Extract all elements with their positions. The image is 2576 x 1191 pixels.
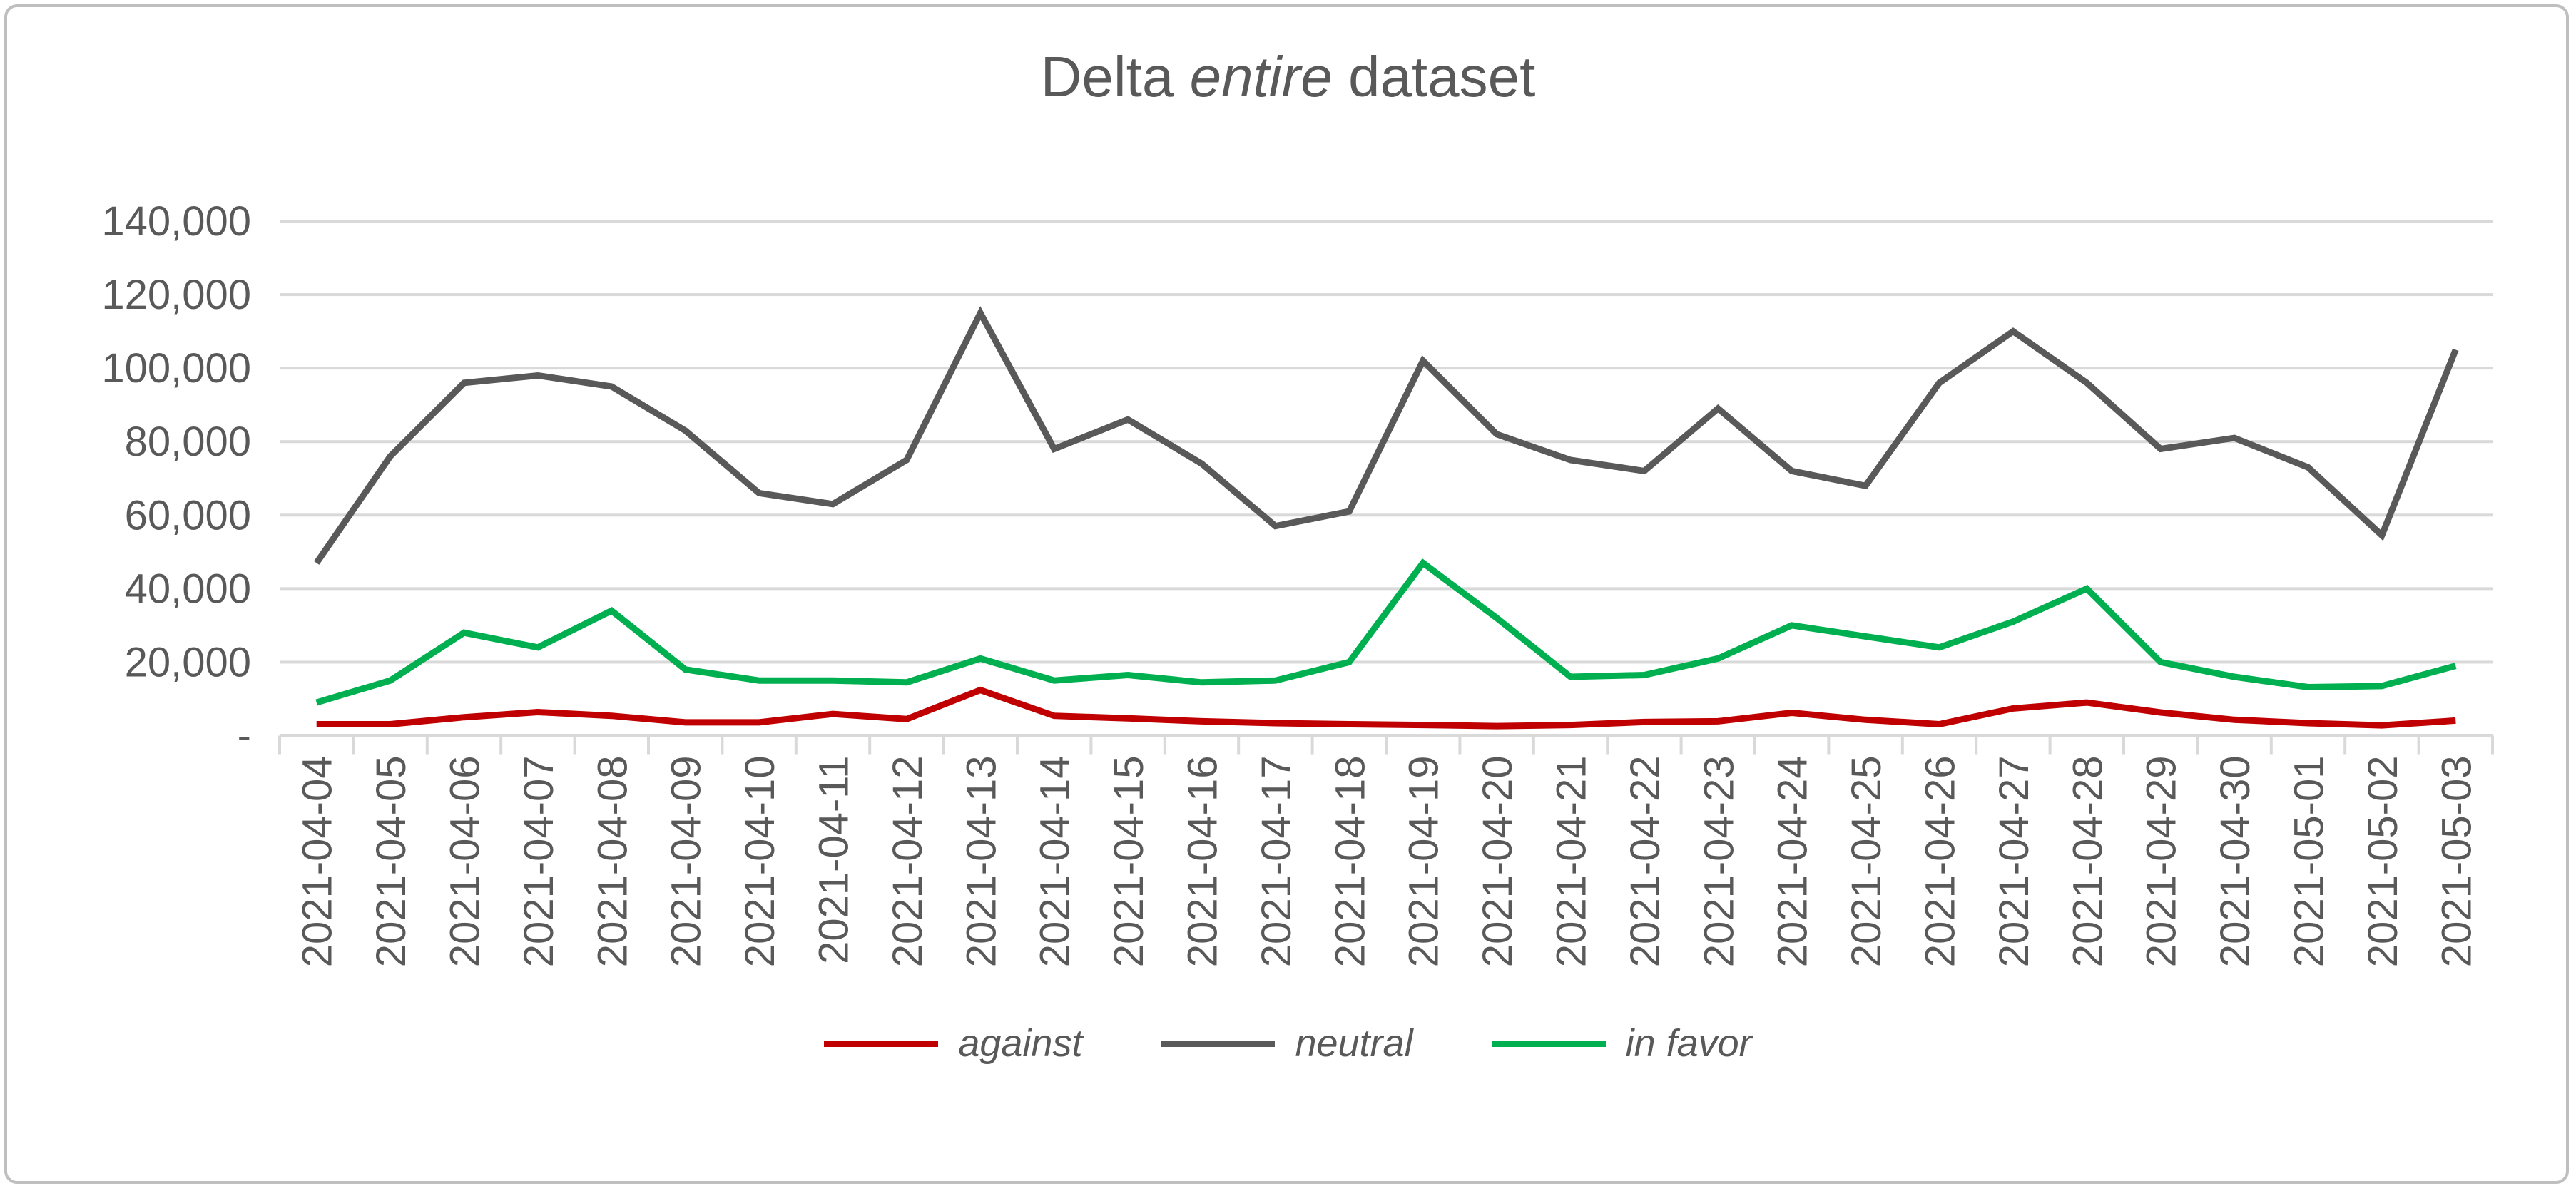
x-axis-tick-label: 2021-04-09: [663, 756, 710, 968]
x-axis-tick: [1016, 735, 1019, 755]
chart-legend: against neutral in favor: [0, 1021, 2576, 1065]
x-axis-tick-label: 2021-04-18: [1327, 756, 1373, 968]
x-axis-tick-label: 2021-04-24: [1770, 756, 1816, 968]
x-axis-tick: [1753, 735, 1756, 755]
x-axis-tick: [1385, 735, 1388, 755]
y-axis-tick-label: 100,000: [101, 345, 251, 392]
x-axis-tick: [1827, 735, 1831, 755]
legend-item-neutral[interactable]: neutral: [1161, 1021, 1413, 1065]
gridline: [280, 293, 2493, 297]
x-axis-tick-label: 2021-04-20: [1475, 756, 1521, 968]
legend-line-swatch: [1161, 1040, 1276, 1047]
figure-border: [4, 4, 2569, 1184]
x-axis-tick: [1975, 735, 1978, 755]
gridline: [280, 587, 2493, 591]
legend-label: against: [958, 1022, 1083, 1065]
x-axis-tick-label: 2021-04-11: [811, 756, 857, 964]
chart-title-part: dataset: [1332, 45, 1536, 108]
x-axis-tick-label: 2021-04-23: [1696, 756, 1742, 968]
x-axis-tick: [2048, 735, 2052, 755]
x-axis-tick: [868, 735, 872, 755]
x-axis-tick: [425, 735, 429, 755]
x-axis-tick: [352, 735, 355, 755]
x-axis-tick-label: 2021-04-22: [1622, 756, 1669, 968]
x-axis-tick-label: 2021-04-17: [1253, 755, 1300, 967]
y-axis-tick-label: 120,000: [101, 272, 251, 318]
gridline: [280, 660, 2493, 664]
legend-line-swatch: [824, 1040, 939, 1047]
x-axis-tick: [1606, 735, 1609, 755]
x-axis-tick: [1310, 735, 1314, 755]
x-axis-tick: [1532, 735, 1535, 755]
x-axis-tick: [794, 735, 798, 755]
x-axis-tick-label: 2021-04-25: [1843, 756, 1890, 968]
series-line-against[interactable]: [316, 686, 2456, 730]
legend-line-swatch: [1491, 1040, 1606, 1047]
x-axis-tick-label: 2021-04-10: [737, 756, 783, 968]
x-axis-tick: [1458, 735, 1462, 755]
x-axis-tick: [1237, 735, 1241, 755]
x-axis-tick: [2417, 735, 2420, 755]
x-axis-tick: [1900, 735, 1904, 755]
x-axis-tick: [499, 735, 503, 755]
x-axis-tick: [2269, 735, 2273, 755]
y-axis-tick-label: 40,000: [125, 566, 251, 612]
x-axis-tick: [942, 735, 945, 755]
series-line-in-favor[interactable]: [315, 558, 2457, 706]
x-axis-tick: [2343, 735, 2347, 755]
x-axis-tick: [573, 735, 576, 755]
y-axis-tick-label: 20,000: [125, 639, 251, 685]
x-axis-tick: [1679, 735, 1683, 755]
x-axis-tick: [2196, 735, 2199, 755]
chart-title: Delta entire dataset: [0, 44, 2576, 110]
x-axis-tick-label: 2021-05-01: [2286, 756, 2333, 968]
x-axis-tick-label: 2021-04-15: [1106, 756, 1152, 968]
x-axis-tick-label: 2021-04-12: [885, 756, 931, 968]
x-axis-tick: [1089, 735, 1093, 755]
x-axis-tick-label: 2021-04-30: [2212, 756, 2259, 968]
x-axis-tick-label: 2021-05-03: [2433, 756, 2480, 968]
x-axis-tick: [647, 735, 650, 755]
x-axis-tick: [1163, 735, 1166, 755]
y-axis-tick-label: -: [238, 713, 251, 760]
x-axis-tick: [2491, 735, 2494, 755]
x-axis-tick-label: 2021-04-08: [589, 756, 636, 968]
y-axis-tick-label: 80,000: [125, 419, 251, 465]
y-axis-tick-label: 140,000: [101, 198, 251, 245]
x-axis-tick-label: 2021-04-14: [1032, 756, 1079, 968]
x-axis-tick-label: 2021-04-19: [1401, 756, 1447, 968]
x-axis-tick-label: 2021-04-06: [442, 756, 489, 968]
x-axis-tick-label: 2021-04-05: [368, 756, 414, 968]
gridline: [280, 220, 2493, 223]
legend-label: in favor: [1625, 1022, 1752, 1065]
x-axis-tick-label: 2021-04-04: [295, 756, 341, 968]
x-axis-tick-label: 2021-04-21: [1549, 756, 1595, 968]
x-axis-tick: [278, 735, 281, 755]
x-axis-tick-label: 2021-04-29: [2139, 756, 2185, 968]
x-axis-tick: [721, 735, 724, 755]
legend-item-in-favor[interactable]: in favor: [1491, 1021, 1752, 1065]
x-axis-tick-label: 2021-05-02: [2360, 756, 2406, 968]
x-axis-tick-label: 2021-04-16: [1180, 756, 1226, 968]
chart-title-part: entire: [1189, 45, 1333, 108]
y-axis-tick-label: 60,000: [125, 492, 251, 538]
series-line-neutral[interactable]: [313, 306, 2459, 565]
x-axis-tick: [2122, 735, 2125, 755]
legend-item-against[interactable]: against: [824, 1021, 1082, 1065]
chart-title-part: Delta: [1040, 45, 1190, 108]
x-axis-tick-label: 2021-04-27: [1991, 756, 2037, 968]
x-axis-tick-label: 2021-04-13: [958, 756, 1004, 968]
legend-label: neutral: [1295, 1022, 1413, 1065]
gridline: [280, 367, 2493, 370]
x-axis-tick-label: 2021-04-26: [1918, 756, 1964, 968]
x-axis-tick-label: 2021-04-28: [2065, 756, 2111, 968]
x-axis-tick-label: 2021-04-07: [516, 756, 562, 968]
gridline: [280, 513, 2493, 517]
